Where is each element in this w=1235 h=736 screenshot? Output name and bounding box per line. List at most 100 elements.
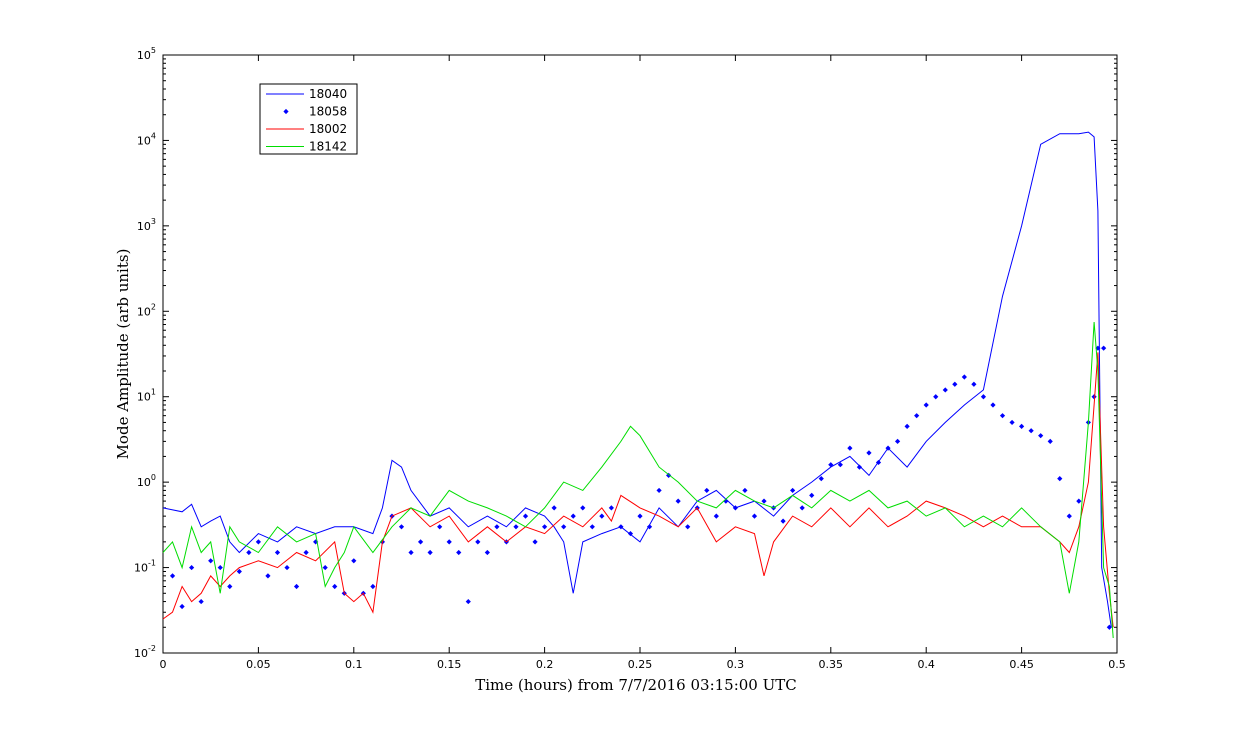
x-tick-label: 0.1 xyxy=(345,658,363,671)
series-18058-point xyxy=(952,381,958,387)
series-18058-point xyxy=(542,524,548,530)
series-18058-point xyxy=(599,513,605,519)
series-18058-point xyxy=(713,513,719,519)
series-18058-point xyxy=(246,549,252,556)
x-axis: 0 0.05 0.1 0.15 0.2 0.25 0.3 0.35 0.4 0.45 0.5 xyxy=(160,55,1126,671)
series-18058-point xyxy=(656,487,662,494)
series-18058-point xyxy=(408,549,414,556)
series-18002-line xyxy=(162,352,1114,628)
y-tick-label: 103 xyxy=(137,217,156,233)
series-18058-point xyxy=(208,558,214,564)
series-18058-point xyxy=(742,487,748,494)
series-18058-point xyxy=(866,450,872,456)
series-18058-point xyxy=(1076,498,1082,504)
series-18058-point xyxy=(274,549,281,556)
legend-label: 18058 xyxy=(309,105,347,119)
series-18058-point xyxy=(570,513,576,519)
x-tick-label: 0.05 xyxy=(246,658,271,671)
x-tick-label: 0.15 xyxy=(437,658,462,671)
series-18058-point xyxy=(1066,513,1072,519)
series-18058-point xyxy=(971,381,977,387)
series-18058-point xyxy=(398,524,405,530)
series-18058-point xyxy=(856,464,863,470)
series-18058-point xyxy=(723,498,729,504)
series-18058-point xyxy=(790,487,796,494)
series-18058-point xyxy=(1095,345,1101,351)
series-18058-point xyxy=(303,549,309,556)
series-18058-point xyxy=(685,524,691,530)
series-18058-point xyxy=(322,564,328,571)
series-18058-point xyxy=(370,583,376,590)
series-18058-point xyxy=(1038,433,1044,439)
series-18058-point xyxy=(456,549,462,556)
series-18058-point xyxy=(1091,394,1097,400)
x-tick-label: 0.45 xyxy=(1009,658,1034,671)
series-18058-point xyxy=(1019,423,1025,429)
series-18058-point xyxy=(1057,476,1063,482)
y-tick-label: 104 xyxy=(137,131,156,147)
legend-marker xyxy=(283,108,289,115)
series-18058-point xyxy=(933,394,939,400)
legend-label: 18142 xyxy=(309,140,347,154)
x-tick-label: 0.4 xyxy=(917,658,935,671)
series-18058-point xyxy=(236,568,242,575)
series-18058-point xyxy=(942,387,948,393)
series-18058-point xyxy=(999,413,1006,419)
series-18058-point xyxy=(169,573,176,579)
series-18058-point xyxy=(646,524,653,530)
x-tick-label: 0.2 xyxy=(536,658,554,671)
series-18058-point xyxy=(198,598,204,605)
series-18058-point xyxy=(494,524,500,530)
series-18058 xyxy=(169,345,1112,630)
y-axis: 10-2 10-1 100 101 102 103 104 105 xyxy=(134,46,1117,660)
series-18058-point xyxy=(189,564,195,571)
series-18058-point xyxy=(551,505,557,511)
series-18058-point xyxy=(1047,438,1053,444)
series-18058-point xyxy=(885,445,891,451)
series-18058-point xyxy=(751,513,758,519)
series-18058-point xyxy=(608,505,614,511)
series-18058-point xyxy=(847,445,853,451)
series-18058-point xyxy=(265,573,271,579)
series-18058-point xyxy=(1106,624,1112,630)
series-18058-point xyxy=(589,524,595,530)
series-18058-point xyxy=(284,564,290,571)
series-18058-point xyxy=(894,438,901,444)
series-18058-point xyxy=(561,524,567,530)
series-18058-point xyxy=(465,598,471,605)
legend-label: 18002 xyxy=(309,122,347,136)
series-18058-point xyxy=(532,539,538,545)
y-axis-label: Mode Amplitude (arb units) xyxy=(114,249,132,460)
series-18058-point xyxy=(818,476,824,482)
series-18058-point xyxy=(351,558,357,564)
series-18058-point xyxy=(990,402,996,408)
series-18058-point xyxy=(417,539,424,545)
series-18058-point xyxy=(618,524,624,530)
series-18058-point xyxy=(980,394,987,400)
legend-label: 18040 xyxy=(309,87,347,101)
y-tick-label: 10-1 xyxy=(134,559,156,575)
series-18058-point xyxy=(484,549,490,556)
series-18058-point xyxy=(217,564,223,571)
series-18058-point xyxy=(704,487,710,494)
series-18058-point xyxy=(1101,345,1107,351)
series-18058-point xyxy=(446,539,452,545)
legend: 18040 18058 18002 18142 xyxy=(259,83,358,155)
series-18058-point xyxy=(179,603,185,610)
series-18058-point xyxy=(914,413,920,419)
series-18058-point xyxy=(522,513,529,519)
y-tick-label: 102 xyxy=(137,302,156,318)
series-18058-point xyxy=(513,524,519,530)
series-18058-point xyxy=(427,549,433,556)
series-18058-point xyxy=(809,492,815,498)
series-18058-point xyxy=(1028,428,1034,434)
x-axis-label: Time (hours) from 7/7/2016 03:15:00 UTC xyxy=(475,676,797,694)
series-18058-point xyxy=(1009,419,1015,426)
series-18058-point xyxy=(675,498,681,504)
series-18058-point xyxy=(475,539,481,545)
series-18058-point xyxy=(227,583,233,590)
series-18058-point xyxy=(923,402,929,408)
series-18058-point xyxy=(799,505,805,511)
x-tick-label: 0 xyxy=(160,658,167,671)
